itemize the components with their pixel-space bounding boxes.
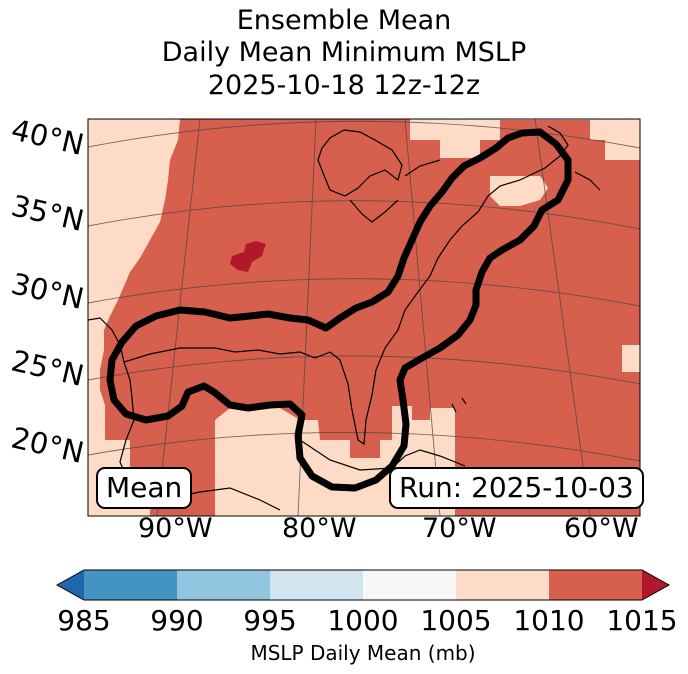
colorbar-tick-1000: 1000 (327, 604, 399, 637)
colorbar-seg-990 (177, 570, 270, 600)
title-line-1: Ensemble Mean (236, 5, 452, 36)
ensemble-outline (106, 128, 572, 492)
mid-pressure-patch (490, 176, 548, 206)
title-line-2: Daily Mean Minimum MSLP (161, 37, 527, 68)
extreme-pressure-patch (230, 241, 266, 272)
colorbar-tick-1015: 1015 (606, 604, 678, 637)
colorbar-tick-990: 990 (150, 604, 204, 637)
mean-label-box: Mean (96, 467, 193, 509)
colorbar-label: MSLP Daily Mean (mb) (250, 641, 476, 665)
colorbar (55, 569, 671, 601)
colorbar-seg-1005 (456, 570, 549, 600)
lon-label-70w: 70°W (422, 513, 497, 544)
colorbar-seg-995 (270, 570, 363, 600)
lon-label-60w: 60°W (564, 513, 639, 544)
colorbar-extend-high (642, 570, 669, 600)
colorbar-seg-985 (84, 570, 177, 600)
coastlines (88, 125, 601, 511)
high-pressure-region (100, 119, 640, 516)
colorbar-seg-1010 (549, 570, 642, 600)
lon-label-80w: 80°W (282, 513, 357, 544)
colorbar-tick-1005: 1005 (420, 604, 492, 637)
colorbar-tick-985: 985 (57, 604, 111, 637)
title-line-3: 2025-10-18 12z-12z (207, 70, 481, 101)
colorbar-tick-1010: 1010 (513, 604, 585, 637)
map-frame (87, 118, 641, 517)
lon-label-90w: 90°W (138, 513, 213, 544)
colorbar-tick-995: 995 (243, 604, 297, 637)
run-label-box: Run: 2025-10-03 (389, 467, 644, 509)
colorbar-seg-1000 (363, 570, 456, 600)
colorbar-extend-low (57, 570, 84, 600)
